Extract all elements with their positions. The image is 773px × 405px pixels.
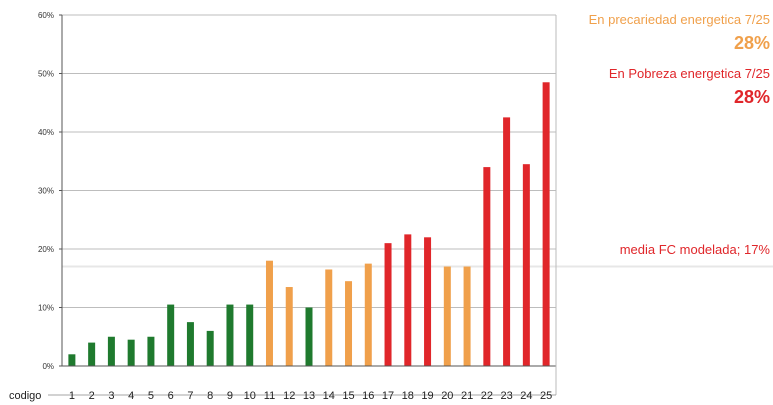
bar: [542, 82, 550, 367]
pobreza-label: En Pobreza energetica 7/25: [608, 66, 770, 81]
bar: [364, 263, 372, 366]
bar: [107, 336, 115, 366]
x-tick-label: 23: [500, 390, 512, 402]
bar: [285, 287, 293, 366]
x-tick-label: 14: [323, 390, 335, 402]
x-tick-label: 4: [128, 390, 134, 402]
bar: [186, 322, 194, 366]
bar: [265, 260, 273, 366]
bar: [127, 339, 135, 366]
x-tick-label: 2: [89, 390, 95, 402]
bar: [522, 164, 530, 366]
bars: [68, 82, 550, 367]
x-tick-label: 22: [481, 390, 493, 402]
x-tick-label: 10: [244, 390, 256, 402]
bar: [226, 304, 234, 366]
y-tick-label: 20%: [38, 245, 54, 254]
bar: [345, 281, 353, 366]
precariedad-value: 28%: [733, 33, 770, 53]
pobreza-value: 28%: [733, 87, 770, 107]
y-tick-label: 50%: [38, 70, 54, 79]
bar: [483, 167, 491, 366]
x-tick-label: 13: [303, 390, 315, 402]
x-tick-label: 5: [148, 390, 154, 402]
x-tick-label: 12: [283, 390, 295, 402]
bar: [246, 304, 254, 366]
grid-lines: [59, 14, 556, 367]
y-tick-label: 0%: [42, 362, 54, 371]
bar: [463, 266, 471, 366]
x-tick-label: 19: [421, 390, 433, 402]
bar: [68, 354, 76, 366]
x-tick-label: 24: [520, 390, 532, 402]
y-tick-label: 30%: [38, 187, 54, 196]
x-tick-label: 6: [168, 390, 174, 402]
x-tick-label: 8: [207, 390, 213, 402]
bar: [206, 330, 214, 366]
x-tick-label: 25: [540, 390, 552, 402]
x-tick-label: 17: [382, 390, 394, 402]
media-label: media FC modelada; 17%: [619, 242, 770, 257]
x-tick-label: 7: [187, 390, 193, 402]
bar: [147, 336, 155, 366]
bar: [305, 307, 313, 366]
bar: [404, 234, 412, 366]
y-tick-label: 40%: [38, 128, 54, 137]
x-axis-label: codigo: [9, 390, 41, 402]
x-tick-label: 9: [227, 390, 233, 402]
bar: [325, 269, 333, 366]
bar: [384, 243, 392, 366]
x-tick-label: 16: [362, 390, 374, 402]
bar: [503, 117, 511, 366]
precariedad-label: En precariedad energetica 7/25: [588, 12, 770, 27]
x-tick-label: 15: [342, 390, 354, 402]
x-tick-label: 11: [264, 390, 275, 402]
bar: [167, 304, 175, 366]
x-tick-label: 3: [108, 390, 114, 402]
y-tick-label: 10%: [38, 304, 54, 313]
x-tick-label: 20: [441, 390, 453, 402]
x-tick-label: 21: [461, 390, 473, 402]
y-tick-labels: 0% 10% 20% 30% 40% 50% 60%: [38, 11, 54, 371]
bar: [88, 342, 96, 366]
x-tick-label: 18: [402, 390, 414, 402]
bar: [424, 237, 432, 366]
x-tick-labels: 1 2 3 4 5 6 7 8 9 10 11 12 13 14 15 16 17 18 19 20 21 22 23 24 2…: [69, 390, 552, 402]
x-tick-label: 1: [69, 390, 75, 402]
bar: [443, 266, 451, 366]
y-tick-label: 60%: [38, 11, 54, 20]
axes: [48, 15, 557, 396]
